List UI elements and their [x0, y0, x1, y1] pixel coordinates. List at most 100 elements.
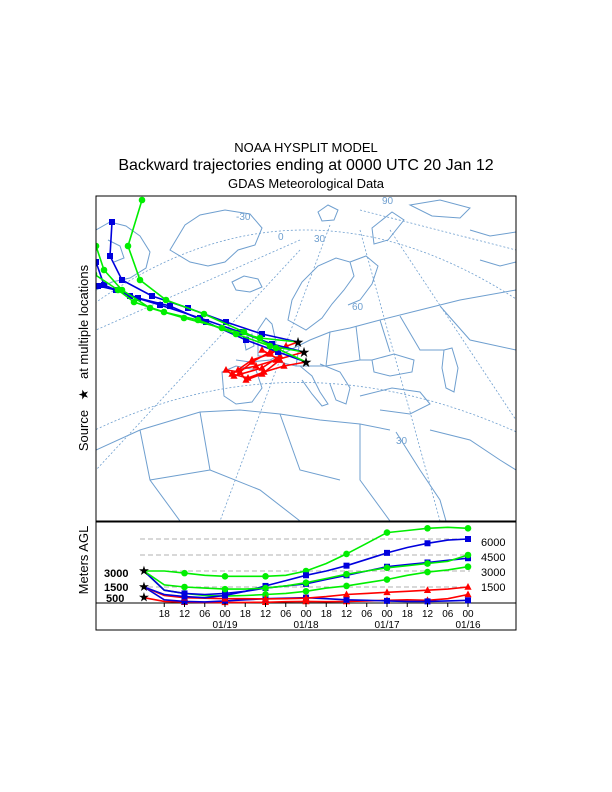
height-point	[384, 597, 390, 604]
map-trajectory-point	[136, 276, 144, 284]
height-point	[222, 592, 228, 599]
height-point	[424, 540, 431, 547]
grid-label-lon-30: 30	[314, 234, 326, 245]
map-trajectory-point	[107, 253, 113, 259]
grid-label-lon-0: 0	[278, 232, 284, 243]
right-label-6000: 6000	[481, 537, 505, 549]
map-source-star-icon: ★	[292, 334, 305, 350]
title-main: Backward trajectories ending at 0000 UTC…	[118, 157, 493, 174]
right-label-3000: 3000	[481, 567, 505, 579]
grid-label-lon-m30: -30	[236, 212, 251, 223]
map-trajectory-line	[96, 274, 305, 353]
x-tick-label: 06	[361, 609, 373, 620]
height-point	[343, 582, 350, 590]
height-point	[302, 579, 310, 587]
x-tick-label: 18	[240, 609, 252, 620]
map-trajectory-point	[149, 293, 155, 299]
height-point	[464, 590, 472, 598]
map-trajectory-point	[258, 346, 266, 353]
height-point	[383, 529, 391, 536]
height-point	[424, 560, 431, 567]
x-tick-label: 12	[341, 609, 353, 620]
map-trajectory-4	[96, 259, 305, 353]
title-met-data: GDAS Meteorological Data	[228, 176, 385, 191]
map-trajectory-point	[240, 328, 248, 336]
map-trajectory-point	[252, 362, 260, 369]
x-tick-label: 12	[179, 609, 191, 620]
map-trajectory-point	[259, 331, 265, 337]
graticule	[96, 196, 516, 521]
height-point	[221, 573, 229, 580]
start-label-500: 500	[106, 593, 124, 605]
map-trajectory-point	[162, 296, 170, 304]
x-tick-label: 00	[219, 609, 231, 620]
height-point	[302, 587, 310, 595]
height-point	[343, 550, 350, 558]
height-point	[423, 586, 432, 593]
source-star-icon: ★	[76, 389, 91, 401]
map-trajectory-point	[232, 330, 240, 338]
map-trajectory-point	[157, 302, 163, 308]
map-trajectory-point	[275, 349, 281, 355]
height-point	[303, 572, 309, 579]
x-tick-label: 06	[442, 609, 454, 620]
grid-label-lat-30: 30	[396, 436, 408, 447]
map-trajectory-point	[96, 283, 101, 289]
height-point	[424, 568, 431, 576]
map-trajectory-point	[119, 277, 125, 283]
start-label-3000: 3000	[104, 568, 128, 580]
map-trajectory-point	[96, 242, 100, 250]
coastlines	[96, 199, 516, 521]
right-label-4500: 4500	[481, 552, 505, 564]
height-point	[465, 536, 471, 542]
height-point	[181, 583, 188, 591]
height-point	[424, 525, 431, 532]
height-point	[343, 596, 350, 603]
title-model: NOAA HYSPLIT MODEL	[234, 140, 378, 155]
height-point	[262, 584, 269, 592]
x-date-label: 01/19	[212, 620, 237, 631]
height-point	[262, 591, 269, 598]
x-tick-label: 00	[462, 609, 474, 620]
map-trajectory-line	[96, 261, 305, 353]
height-point	[262, 573, 269, 580]
start-star-icon: ★	[138, 563, 150, 578]
start-label-1500: 1500	[104, 582, 128, 594]
map-trajectory-point	[194, 316, 202, 324]
x-tick-label: 00	[300, 609, 312, 620]
x-tick-label: 18	[321, 609, 333, 620]
x-tick-label: 12	[422, 609, 434, 620]
height-point	[384, 549, 390, 556]
right-label-1500: 1500	[481, 582, 505, 594]
map-trajectory-point	[124, 242, 132, 250]
x-tick-label: 06	[280, 609, 292, 620]
x-tick-label: 12	[260, 609, 272, 620]
map-trajectory-point	[138, 196, 146, 204]
source-label-suffix: at multiple locations	[76, 264, 91, 379]
map-trajectories: ★★★	[96, 196, 312, 383]
height-series	[143, 525, 472, 606]
height-series-6	[144, 525, 472, 580]
map-trajectory-point	[167, 303, 173, 309]
x-tick-label: 18	[402, 609, 414, 620]
map-trajectory-point	[222, 366, 230, 373]
start-star-icon: ★	[138, 590, 150, 605]
map-trajectory-point	[200, 310, 208, 318]
source-label: Source ★ at multiple locations	[76, 264, 91, 451]
height-frame	[95, 521, 517, 631]
map-trajectory-point	[101, 282, 107, 288]
map-trajectory-point	[203, 319, 209, 325]
map-trajectory-point	[130, 298, 138, 306]
source-label-prefix: Source	[76, 410, 91, 451]
map-trajectory-point	[223, 319, 229, 325]
map-frame	[95, 195, 517, 522]
height-point	[343, 562, 350, 569]
height-point	[464, 551, 472, 559]
map-trajectory-point	[228, 370, 236, 377]
height-point	[261, 594, 270, 602]
height-point	[181, 598, 188, 605]
y-axis-label: Meters AGL	[76, 526, 91, 595]
map-trajectory-point	[243, 337, 249, 343]
